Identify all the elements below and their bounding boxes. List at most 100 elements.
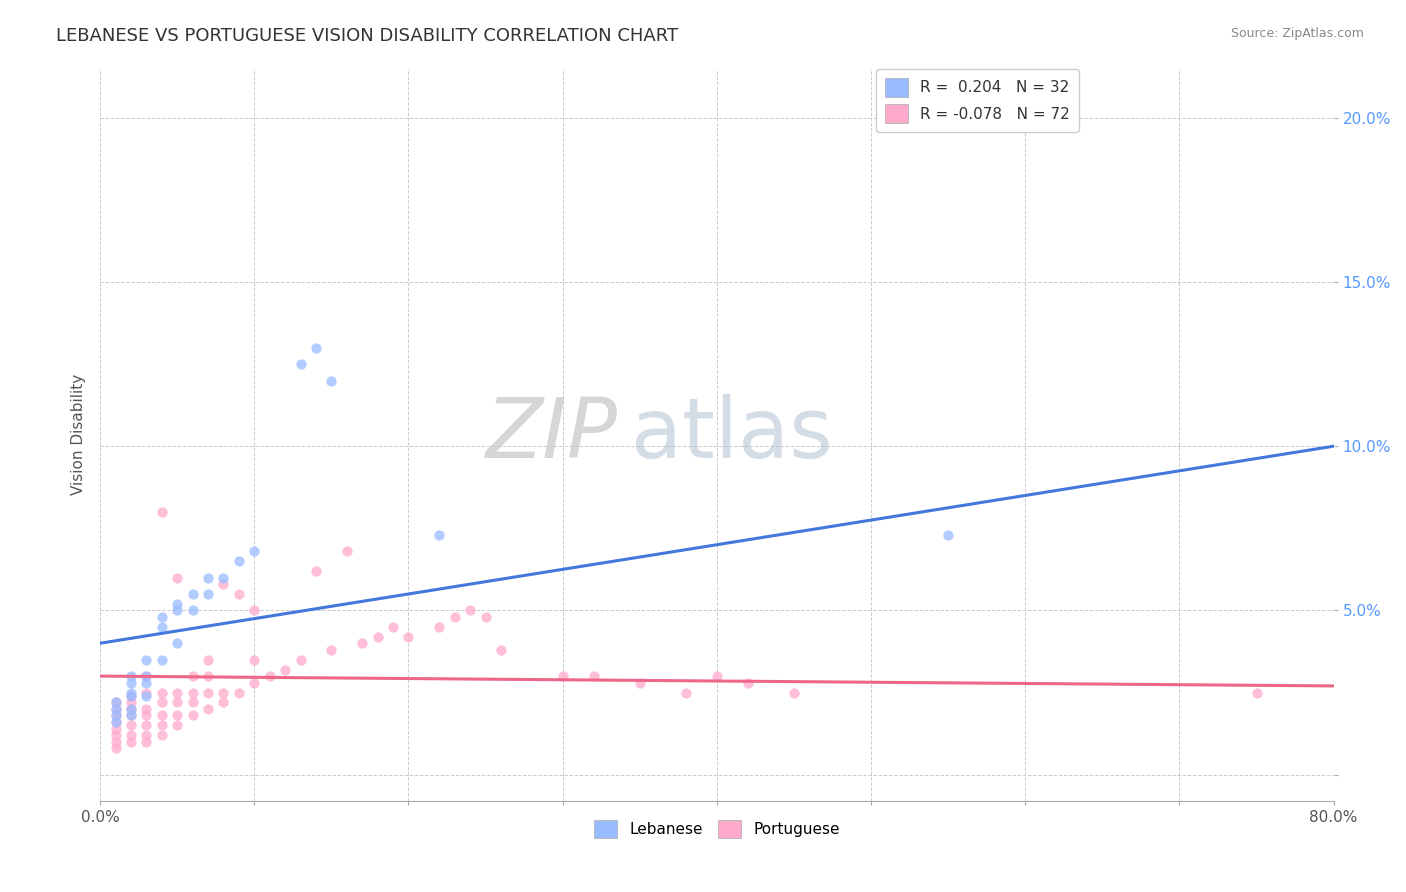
Point — [135, 669, 157, 683]
Point — [197, 587, 219, 601]
Point — [135, 685, 157, 699]
Point — [135, 708, 157, 723]
Point — [737, 675, 759, 690]
Point — [166, 597, 188, 611]
Point — [104, 714, 127, 729]
Point — [104, 714, 127, 729]
Point — [150, 728, 173, 742]
Y-axis label: Vision Disability: Vision Disability — [72, 374, 86, 495]
Point — [212, 685, 235, 699]
Text: atlas: atlas — [630, 394, 832, 475]
Point — [135, 689, 157, 703]
Point — [120, 695, 142, 709]
Point — [150, 708, 173, 723]
Point — [706, 669, 728, 683]
Point — [120, 702, 142, 716]
Point — [274, 663, 297, 677]
Point — [135, 675, 157, 690]
Point — [166, 708, 188, 723]
Point — [212, 577, 235, 591]
Text: LEBANESE VS PORTUGUESE VISION DISABILITY CORRELATION CHART: LEBANESE VS PORTUGUESE VISION DISABILITY… — [56, 27, 678, 45]
Point — [582, 669, 605, 683]
Point — [150, 695, 173, 709]
Point — [228, 587, 250, 601]
Point — [166, 636, 188, 650]
Point — [150, 610, 173, 624]
Point — [197, 702, 219, 716]
Point — [367, 630, 389, 644]
Text: ZIP: ZIP — [486, 394, 619, 475]
Point — [150, 505, 173, 519]
Point — [135, 718, 157, 732]
Point — [104, 695, 127, 709]
Point — [489, 642, 512, 657]
Point — [120, 735, 142, 749]
Point — [135, 669, 157, 683]
Point — [104, 695, 127, 709]
Point — [243, 544, 266, 558]
Point — [181, 695, 204, 709]
Point — [197, 653, 219, 667]
Point — [135, 728, 157, 742]
Point — [181, 685, 204, 699]
Point — [551, 669, 574, 683]
Point — [150, 620, 173, 634]
Point — [120, 708, 142, 723]
Point — [321, 642, 343, 657]
Point — [135, 702, 157, 716]
Point — [398, 630, 420, 644]
Point — [120, 718, 142, 732]
Point — [243, 675, 266, 690]
Point — [120, 675, 142, 690]
Point — [427, 528, 450, 542]
Point — [197, 570, 219, 584]
Point — [443, 610, 465, 624]
Legend: Lebanese, Portuguese: Lebanese, Portuguese — [588, 814, 846, 845]
Point — [212, 570, 235, 584]
Point — [104, 708, 127, 723]
Point — [104, 728, 127, 742]
Point — [336, 544, 359, 558]
Point — [382, 620, 405, 634]
Point — [104, 741, 127, 756]
Text: Source: ZipAtlas.com: Source: ZipAtlas.com — [1230, 27, 1364, 40]
Point — [628, 675, 651, 690]
Point — [181, 669, 204, 683]
Point — [166, 603, 188, 617]
Point — [104, 702, 127, 716]
Point — [104, 708, 127, 723]
Point — [120, 669, 142, 683]
Point — [120, 689, 142, 703]
Point — [228, 554, 250, 568]
Point — [427, 620, 450, 634]
Point — [120, 728, 142, 742]
Point — [197, 669, 219, 683]
Point — [290, 357, 312, 371]
Point — [166, 695, 188, 709]
Point — [150, 718, 173, 732]
Point — [783, 685, 806, 699]
Point — [936, 528, 959, 542]
Point — [166, 718, 188, 732]
Point — [243, 603, 266, 617]
Point — [135, 735, 157, 749]
Point — [120, 708, 142, 723]
Point — [290, 653, 312, 667]
Point — [305, 564, 328, 578]
Point — [150, 685, 173, 699]
Point — [675, 685, 697, 699]
Point — [259, 669, 281, 683]
Point — [120, 702, 142, 716]
Point — [181, 603, 204, 617]
Point — [352, 636, 374, 650]
Point — [166, 685, 188, 699]
Point — [181, 587, 204, 601]
Point — [243, 653, 266, 667]
Point — [104, 722, 127, 736]
Point — [135, 653, 157, 667]
Point — [104, 735, 127, 749]
Point — [212, 695, 235, 709]
Point — [181, 708, 204, 723]
Point — [305, 341, 328, 355]
Point — [197, 685, 219, 699]
